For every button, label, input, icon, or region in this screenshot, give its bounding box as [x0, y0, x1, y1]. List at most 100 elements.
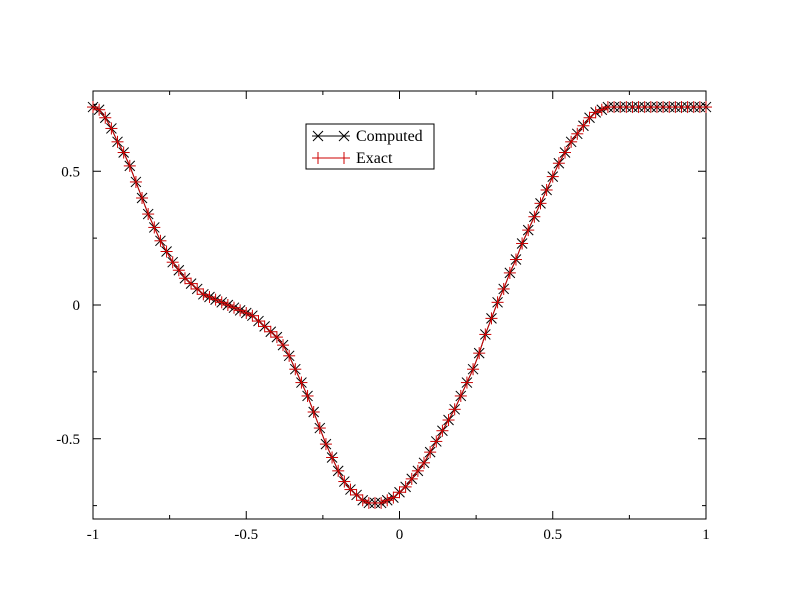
data-point	[700, 101, 712, 114]
legend-item: Computed	[312, 128, 423, 145]
data-point	[405, 472, 418, 485]
data-point	[258, 320, 271, 333]
data-point	[123, 159, 136, 172]
data-point	[509, 253, 522, 266]
legend-marker	[312, 130, 324, 142]
data-point	[197, 288, 210, 301]
data-point	[332, 464, 345, 477]
data-point	[301, 389, 314, 402]
data-point	[307, 406, 320, 418]
data-point	[142, 208, 155, 221]
data-point	[546, 170, 559, 183]
data-point	[160, 245, 173, 258]
data-point	[166, 256, 179, 269]
legend-label: Computed	[356, 128, 423, 145]
data-point	[442, 414, 455, 427]
data-point	[393, 486, 406, 499]
data-point	[277, 339, 290, 352]
data-point	[344, 483, 357, 496]
data-point	[436, 424, 449, 437]
data-point	[516, 237, 529, 250]
data-point	[522, 224, 535, 237]
data-point	[381, 494, 394, 507]
data-point	[479, 328, 492, 341]
data-point	[295, 376, 308, 389]
data-point	[503, 266, 516, 279]
data-point	[246, 309, 259, 322]
data-point	[215, 296, 228, 309]
x-tick-label: 1	[702, 527, 710, 543]
data-point	[99, 111, 112, 124]
data-point	[534, 197, 547, 210]
data-point	[559, 146, 572, 159]
legend: Computed Exact	[305, 123, 435, 170]
legend-item: Exact	[312, 150, 393, 167]
data-point	[148, 221, 161, 234]
data-point	[93, 103, 106, 116]
y-tick-label: 0	[73, 298, 81, 314]
data-point	[571, 127, 584, 140]
x-tick-label: 0.5	[543, 527, 562, 543]
data-point	[350, 488, 363, 501]
data-point	[264, 325, 277, 338]
data-point	[240, 307, 253, 320]
legend-marker	[338, 130, 350, 142]
data-point	[577, 119, 590, 132]
data-point	[375, 496, 388, 509]
data-point	[313, 422, 326, 435]
data-point	[203, 290, 216, 303]
data-point	[473, 347, 486, 360]
data-point	[497, 282, 510, 295]
data-point	[540, 183, 553, 196]
data-point	[191, 282, 204, 295]
data-point	[172, 264, 185, 277]
data-point	[454, 389, 467, 402]
data-point	[356, 494, 369, 507]
data-point	[270, 331, 283, 344]
data-point	[136, 192, 149, 204]
data-point	[178, 272, 191, 285]
data-point	[283, 349, 296, 362]
x-tick-label: -1	[87, 527, 100, 543]
y-tick-label: -0.5	[56, 432, 80, 448]
data-point	[491, 296, 504, 309]
data-point	[252, 315, 265, 328]
data-point	[418, 456, 431, 469]
data-point	[209, 293, 222, 306]
data-point	[460, 376, 473, 389]
data-point	[485, 312, 498, 325]
data-point	[221, 299, 234, 311]
x-tick-label: -0.5	[234, 527, 258, 543]
data-point	[234, 304, 247, 317]
data-point	[111, 135, 124, 148]
data-point	[448, 403, 461, 416]
data-point	[467, 363, 480, 376]
data-point	[129, 175, 142, 188]
data-point	[387, 491, 400, 504]
data-point	[326, 451, 339, 464]
data-point	[105, 122, 118, 135]
series-layer	[87, 101, 712, 509]
data-point	[319, 438, 332, 451]
data-point	[154, 234, 167, 247]
data-point	[528, 210, 541, 223]
data-point	[399, 480, 412, 493]
legend-items: Computed Exact	[312, 128, 423, 167]
legend-marker	[312, 152, 324, 164]
data-point	[430, 435, 443, 448]
data-point	[552, 157, 565, 170]
x-tick-label: 0	[396, 527, 404, 543]
data-point	[424, 446, 437, 459]
data-point	[289, 363, 302, 376]
data-point	[338, 475, 351, 488]
data-point	[589, 106, 602, 119]
axis-ticks	[92, 91, 707, 519]
data-point	[117, 146, 130, 159]
y-tick-label: 0.5	[61, 164, 80, 180]
data-point	[583, 111, 596, 124]
data-point	[565, 135, 578, 148]
data-point	[595, 103, 608, 116]
data-point	[185, 277, 198, 290]
legend-label: Exact	[356, 150, 393, 167]
